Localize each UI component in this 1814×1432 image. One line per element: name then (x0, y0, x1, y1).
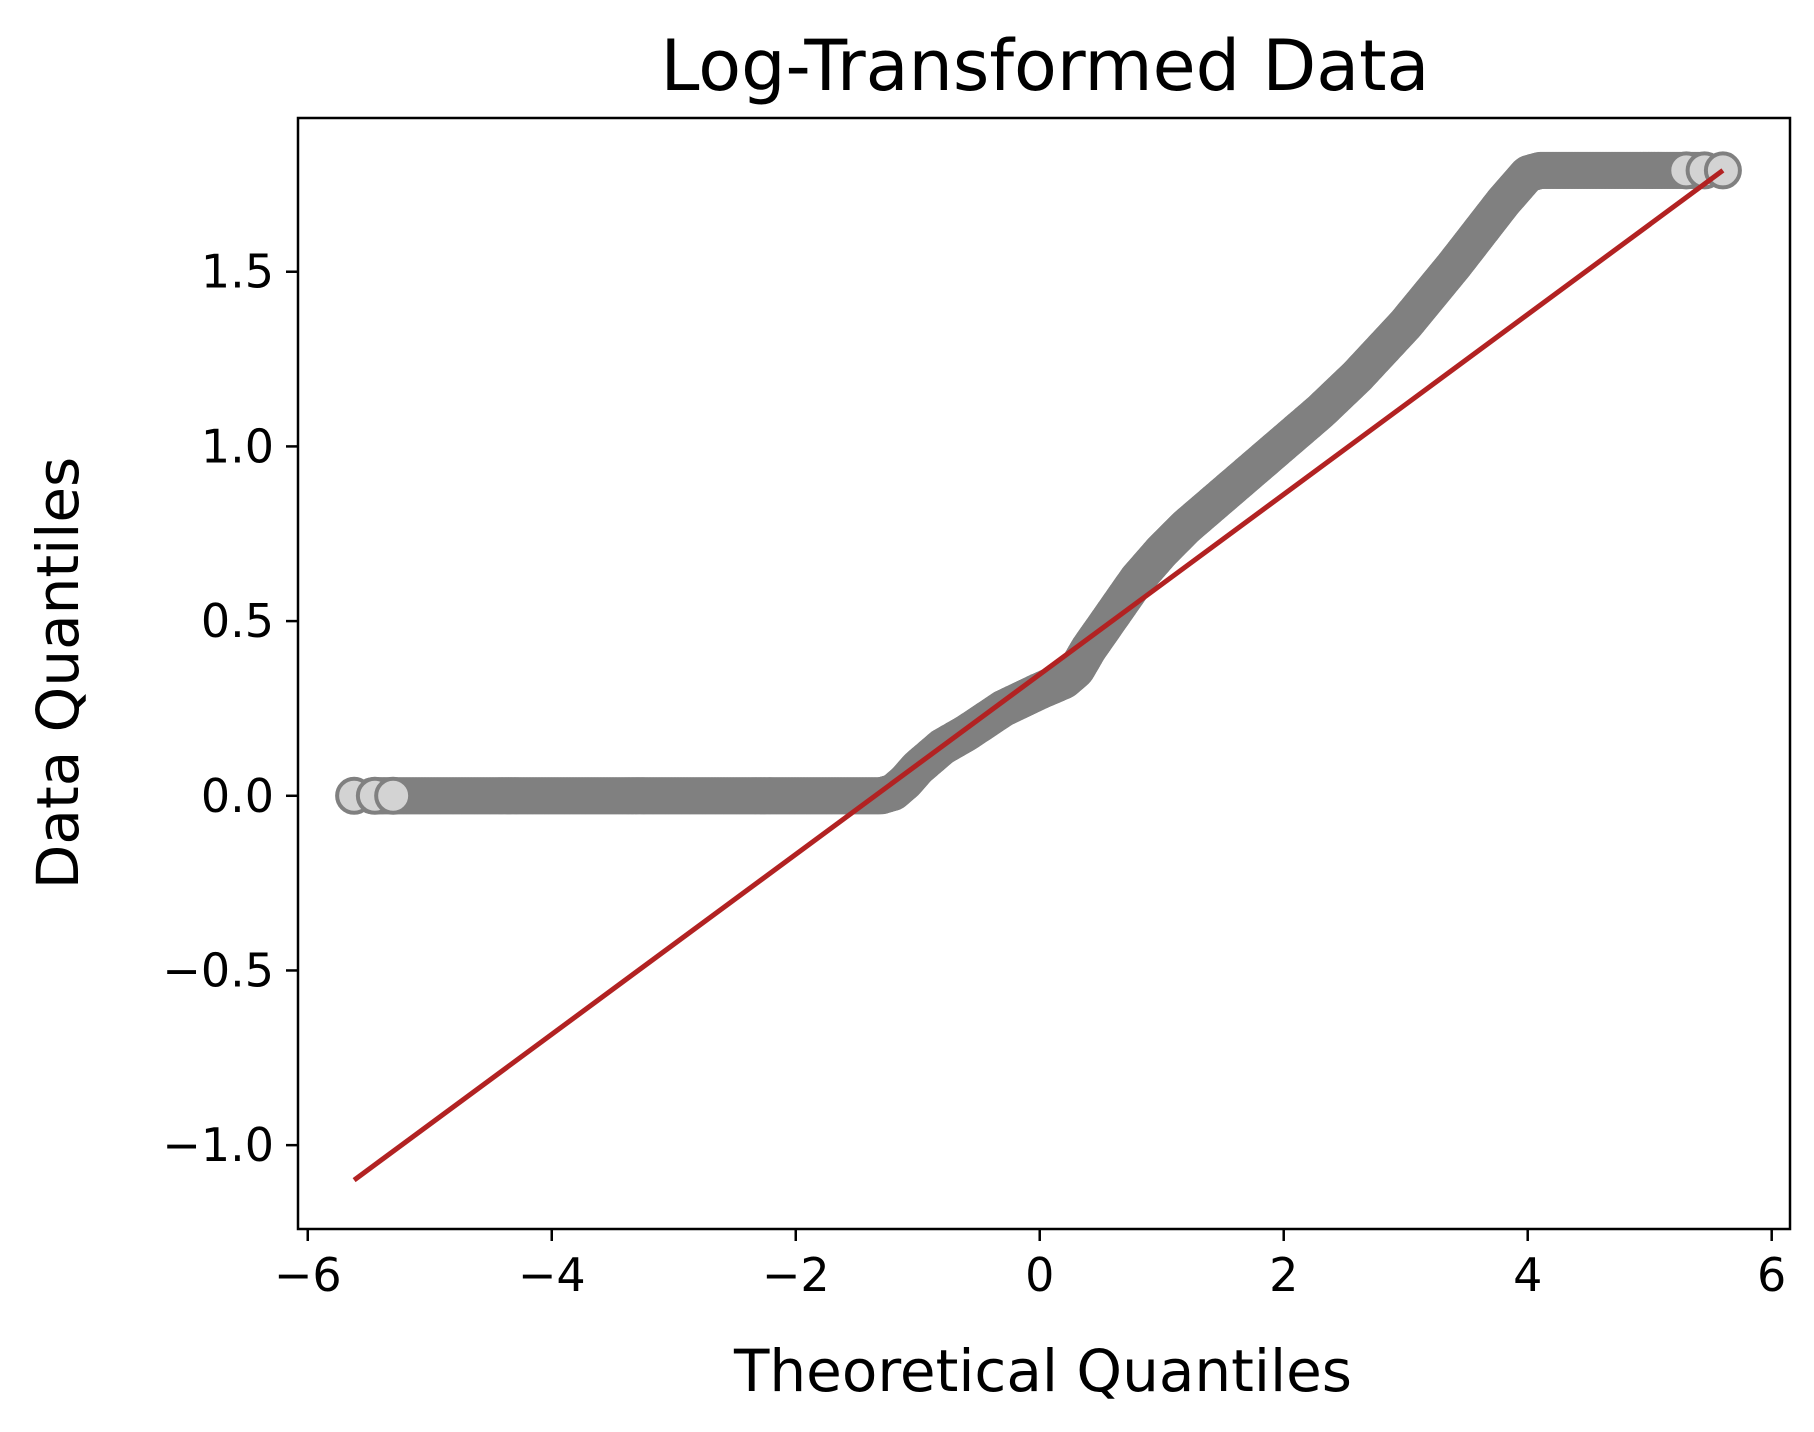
x-axis-ticks: −6 −4 −2 0 2 4 6 (274, 1229, 1786, 1302)
data-points (353, 151, 1724, 815)
x-tick-label: −2 (762, 1248, 830, 1302)
y-tick-label: 0.0 (201, 769, 274, 823)
x-tick-label: −4 (518, 1248, 586, 1302)
extreme-points (335, 151, 1742, 815)
x-axis-title: Theoretical Quantiles (733, 1337, 1352, 1405)
y-tick-label: 1.0 (201, 419, 274, 473)
x-tick-label: 0 (1025, 1248, 1054, 1302)
reference-line-layer (352, 168, 1725, 1183)
extreme-data-point (374, 776, 413, 815)
reference-line (352, 168, 1725, 1183)
x-tick-label: 2 (1269, 1248, 1298, 1302)
chart-title: Log-Transformed Data (661, 25, 1430, 107)
plot-frame (296, 116, 1792, 1231)
x-tick-label: −6 (274, 1248, 342, 1302)
y-axis-ticks: −1.0 −0.5 0.0 0.5 1.0 1.5 (162, 245, 298, 1172)
y-tick-label: −1.0 (162, 1118, 274, 1172)
y-axis-title: Data Quantiles (24, 457, 92, 890)
x-tick-label: 6 (1757, 1248, 1786, 1302)
y-tick-label: 1.5 (201, 245, 274, 299)
x-tick-label: 4 (1513, 1248, 1542, 1302)
y-tick-label: −0.5 (162, 943, 274, 997)
y-tick-label: 0.5 (201, 594, 274, 648)
